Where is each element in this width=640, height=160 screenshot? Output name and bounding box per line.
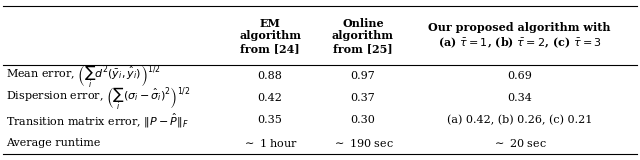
Text: $\sim$ 20 sec: $\sim$ 20 sec <box>492 136 547 148</box>
Text: 0.37: 0.37 <box>351 93 375 103</box>
Text: (a) 0.42, (b) 0.26, (c) 0.21: (a) 0.42, (b) 0.26, (c) 0.21 <box>447 115 593 126</box>
Text: 0.35: 0.35 <box>258 116 282 125</box>
Text: 0.34: 0.34 <box>508 93 532 103</box>
Text: $\sim$ 1 hour: $\sim$ 1 hour <box>242 136 298 148</box>
Text: 0.30: 0.30 <box>351 116 375 125</box>
Text: 0.42: 0.42 <box>258 93 282 103</box>
Text: 0.97: 0.97 <box>351 71 375 81</box>
Text: Online
algorithm
from [25]: Online algorithm from [25] <box>332 18 394 54</box>
Text: Mean error, $\left(\sum_i d^2(\bar{y}_i, \hat{y}_i)\right)^{1/2}$: Mean error, $\left(\sum_i d^2(\bar{y}_i,… <box>6 63 161 90</box>
Text: 0.69: 0.69 <box>508 71 532 81</box>
Text: 0.88: 0.88 <box>258 71 282 81</box>
Text: $\sim$ 190 sec: $\sim$ 190 sec <box>332 136 394 148</box>
Text: EM
algorithm
from [24]: EM algorithm from [24] <box>239 18 301 54</box>
Text: Our proposed algorithm with
(a) $\bar{\tau} = 1$, (b) $\bar{\tau} = 2$, (c) $\ba: Our proposed algorithm with (a) $\bar{\t… <box>428 22 611 50</box>
Text: Dispersion error, $\left(\sum_i (\sigma_i - \hat{\sigma}_i)^2\right)^{1/2}$: Dispersion error, $\left(\sum_i (\sigma_… <box>6 85 191 112</box>
Text: Average runtime: Average runtime <box>6 138 100 148</box>
Text: Transition matrix error, $\|P - \hat{P}\|_F$: Transition matrix error, $\|P - \hat{P}\… <box>6 111 189 130</box>
